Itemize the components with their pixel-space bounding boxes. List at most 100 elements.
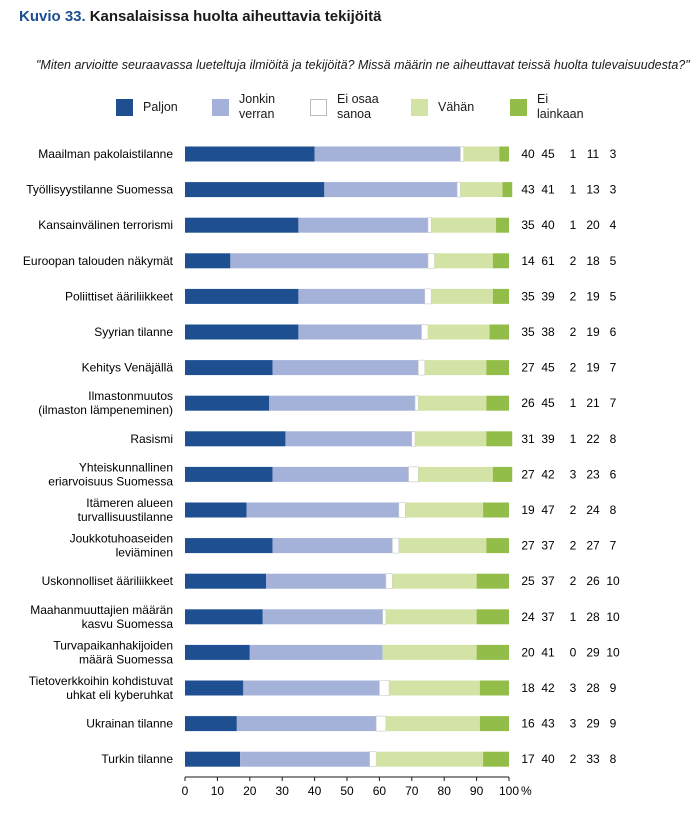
legend-swatch [411, 99, 428, 116]
category-label-line: Maailman pakolaistilanne [38, 147, 173, 161]
value-label: 45 [541, 396, 555, 410]
value-label: 8 [610, 503, 617, 517]
value-label: 10 [606, 645, 620, 659]
bar-segment [230, 253, 428, 269]
value-label: 3 [570, 717, 577, 731]
category-label-line: Joukkotuhoaseiden [70, 532, 173, 546]
value-label: 19 [586, 361, 600, 375]
bar-segment [385, 609, 477, 625]
value-label: 3 [570, 681, 577, 695]
value-label: 28 [586, 610, 600, 624]
category-label: Kehitys Venäjällä [82, 361, 174, 375]
category-label: Maahanmuuttajien määrän kasvu Suomessa [30, 603, 173, 631]
bar-segment [285, 431, 412, 447]
value-label: 40 [521, 147, 535, 161]
value-label: 3 [570, 467, 577, 481]
value-label: 6 [610, 467, 617, 481]
value-label: 43 [541, 717, 555, 731]
bar-segment [489, 324, 509, 340]
value-label: 33 [586, 752, 600, 766]
bar-segment [369, 751, 377, 768]
legend-label: Jonkin verran [239, 92, 276, 121]
bar-segment [424, 288, 432, 305]
bar-segment [486, 360, 509, 376]
value-label: 24 [521, 610, 535, 624]
value-label: 25 [521, 574, 535, 588]
bar-segment [298, 217, 428, 233]
bar-segment [408, 466, 419, 483]
bar-segment [411, 430, 416, 447]
value-label: 4 [610, 218, 617, 232]
value-label: 23 [586, 467, 600, 481]
category-label-line: Maahanmuuttajien määrän [30, 603, 173, 617]
value-label: 22 [586, 432, 600, 446]
bar-segment [418, 395, 487, 411]
x-tick-label: 60 [373, 784, 387, 798]
bar-segment [266, 573, 386, 589]
bar-segment [385, 573, 393, 590]
bar-segment [185, 609, 263, 625]
value-label: 18 [586, 254, 600, 268]
category-label-line: Euroopan talouden näkymät [23, 254, 174, 268]
bar-segment [185, 288, 299, 304]
value-label: 7 [610, 396, 617, 410]
value-label: 8 [610, 432, 617, 446]
category-label-line: Ilmastonmuutos [88, 389, 173, 403]
bar-segment [272, 466, 409, 482]
value-label: 40 [541, 218, 555, 232]
bar-segment [483, 502, 509, 518]
bar-segment [389, 680, 480, 696]
x-axis-unit: % [521, 784, 532, 798]
bar-segment [460, 182, 503, 198]
figure-title: Kuvio 33. Kansalaisissa huolta aiheuttavi… [19, 8, 381, 25]
figure-number: Kuvio 33. [19, 8, 86, 25]
value-label: 2 [570, 361, 577, 375]
bar-segment [456, 181, 461, 198]
x-tick-label: 0 [182, 784, 189, 798]
value-label: 1 [570, 610, 577, 624]
value-label: 29 [586, 645, 600, 659]
value-label: 37 [541, 574, 555, 588]
x-tick-label: 30 [276, 784, 290, 798]
bar-segment [379, 680, 390, 696]
bar-segment [375, 715, 387, 732]
bar-segment [272, 538, 393, 554]
bar-segment [479, 680, 509, 696]
bar-segment [483, 751, 509, 767]
value-label: 19 [586, 325, 600, 339]
value-label: 9 [610, 681, 617, 695]
category-label-line: Uskonnolliset ääriliikkeet [42, 574, 174, 588]
value-label: 2 [570, 503, 577, 517]
category-label: Turvapaikanhakijoiden määrä Suomessa [53, 638, 173, 666]
bar-segment [185, 716, 237, 732]
x-tick-label: 10 [211, 784, 225, 798]
value-label: 37 [541, 610, 555, 624]
category-label-line: Itämeren alueen [86, 496, 173, 510]
value-label: 31 [521, 432, 535, 446]
bar-segment [427, 217, 432, 233]
value-label: 2 [570, 539, 577, 553]
bar-segment [243, 680, 380, 696]
value-label: 1 [570, 218, 577, 232]
bar-segment [382, 644, 477, 660]
bar-segment [185, 324, 299, 340]
value-label: 35 [521, 289, 535, 303]
value-label: 19 [521, 503, 535, 517]
value-label: 3 [610, 183, 617, 197]
category-label: Turkin tilanne [101, 752, 173, 766]
bar-segment [249, 644, 383, 660]
value-label: 28 [586, 681, 600, 695]
category-label-line: turvallisuustilanne [78, 510, 174, 524]
bar-segment [434, 253, 493, 269]
bar-segment [269, 395, 416, 411]
bar-segment [185, 502, 247, 518]
value-label: 38 [541, 325, 555, 339]
value-label: 27 [521, 467, 535, 481]
bar-segment [392, 573, 477, 589]
bar-segment [382, 608, 387, 625]
figure-title-text: Kansalaisissa huolta aiheuttavia tekijöi… [89, 8, 382, 25]
value-label: 13 [586, 183, 600, 197]
bar-segment [298, 288, 425, 304]
bar-segment [185, 146, 315, 162]
category-label-line: Rasismi [130, 432, 173, 446]
